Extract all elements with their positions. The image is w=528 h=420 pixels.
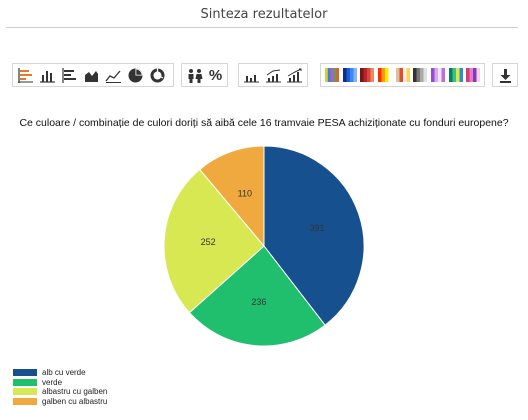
- pie-slice-label-4: 110: [238, 188, 252, 198]
- sort-asc-line-icon[interactable]: [264, 66, 283, 85]
- sort-toolbar: [238, 63, 308, 87]
- sort-asc-bars-icon[interactable]: [285, 66, 304, 85]
- area-icon[interactable]: [82, 66, 101, 85]
- legend-swatch: [13, 369, 37, 377]
- page-title: Sinteza rezultatelor: [200, 7, 328, 22]
- survey-question: Ce culoare / combinație de culori doriți…: [19, 117, 509, 129]
- legend-label: galben cu albastru: [42, 396, 108, 406]
- legend-item[interactable]: alb cu verde: [13, 368, 107, 378]
- bar-vertical-icon[interactable]: [38, 66, 57, 85]
- pie-chart: 391 236 252 110: [163, 145, 365, 347]
- legend-label: albastru cu galben: [42, 387, 108, 397]
- pie-slice-2[interactable]: [188, 245, 326, 347]
- sort-default-icon[interactable]: [242, 66, 261, 85]
- palette-swatch-7[interactable]: [430, 66, 446, 85]
- title-divider: [6, 27, 518, 28]
- palette-swatch-6[interactable]: [412, 66, 428, 85]
- palette-swatch-3[interactable]: [359, 66, 375, 85]
- legend-swatch: [13, 388, 37, 396]
- download-toolbar: [492, 63, 518, 87]
- legend-label: verde: [42, 377, 63, 387]
- legend-item[interactable]: albastru cu galben: [13, 387, 107, 397]
- legend-swatch: [13, 397, 37, 405]
- legend-label: alb cu verde: [42, 368, 86, 378]
- pie-icon[interactable]: [126, 66, 145, 85]
- palette-swatch-9[interactable]: [465, 66, 481, 85]
- palette-swatch-8[interactable]: [448, 66, 464, 85]
- legend-item[interactable]: galben cu albastru: [13, 397, 107, 407]
- palette-swatch-1[interactable]: [324, 66, 340, 85]
- palette-toolbar: [320, 63, 485, 87]
- pie-slice-label-1: 391: [309, 223, 324, 233]
- pie-slice-label-2: 236: [251, 297, 266, 307]
- value-mode-toolbar: %: [181, 63, 228, 87]
- pie-slice-label-3: 252: [201, 237, 216, 247]
- pie-slice-4[interactable]: [198, 145, 265, 248]
- bar-horizontal-icon[interactable]: [16, 66, 35, 85]
- pie-slice-1[interactable]: [263, 145, 365, 326]
- chart-type-toolbar: [12, 63, 174, 87]
- percent-toggle[interactable]: %: [208, 66, 223, 84]
- download-icon[interactable]: [496, 66, 514, 85]
- pie-slice-3[interactable]: [163, 168, 265, 314]
- palette-swatch-2[interactable]: [342, 66, 358, 85]
- legend-swatch: [13, 378, 37, 386]
- legend-item[interactable]: verde: [13, 378, 107, 388]
- palette-swatch-5[interactable]: [395, 66, 411, 85]
- people-icon[interactable]: [185, 66, 204, 85]
- donut-icon[interactable]: [148, 66, 167, 85]
- chart-legend: alb cu verde verde albastru cu galben galbe…: [13, 368, 107, 406]
- bar-horizontal-stacked-icon[interactable]: [60, 66, 79, 85]
- palette-swatch-4[interactable]: [377, 66, 393, 85]
- line-icon[interactable]: [104, 66, 123, 85]
